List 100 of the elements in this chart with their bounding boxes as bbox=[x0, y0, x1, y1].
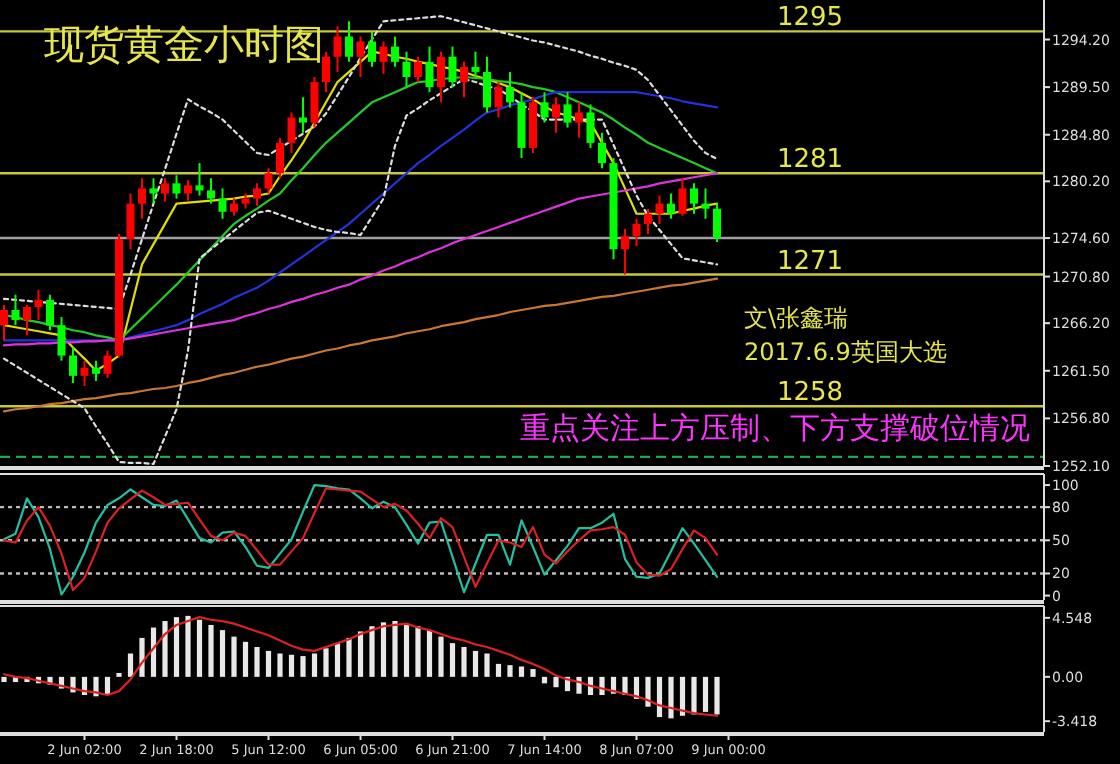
bar bbox=[334, 643, 341, 677]
bar bbox=[679, 676, 686, 716]
candlestick bbox=[80, 359, 89, 387]
candlestick bbox=[483, 55, 491, 114]
candlestick bbox=[172, 174, 181, 200]
candlestick bbox=[563, 91, 572, 129]
candlestick bbox=[391, 35, 399, 68]
candlestick bbox=[379, 40, 388, 75]
bar bbox=[449, 643, 456, 677]
bar bbox=[162, 621, 168, 677]
candlestick bbox=[529, 96, 537, 154]
line-series bbox=[2, 277, 719, 413]
candlestick bbox=[207, 177, 215, 205]
candlestick bbox=[540, 91, 549, 124]
candlestick bbox=[437, 50, 445, 104]
bar bbox=[219, 630, 226, 677]
candlestick bbox=[11, 293, 20, 327]
bar bbox=[185, 615, 191, 677]
annotation: 重点关注上方压制、下方支撑破位情况 bbox=[520, 410, 1030, 446]
candlestick bbox=[310, 75, 319, 129]
text: 2017.6.9英国大选 bbox=[744, 338, 947, 366]
candlestick bbox=[356, 35, 365, 78]
candlestick bbox=[598, 131, 606, 170]
candlestick bbox=[23, 303, 31, 337]
bar bbox=[127, 653, 134, 677]
candlestick bbox=[0, 303, 8, 342]
line-series bbox=[2, 616, 719, 717]
text: 现货黄金小时图 bbox=[44, 20, 324, 68]
candlestick bbox=[368, 30, 376, 68]
bar bbox=[668, 676, 674, 719]
candlestick bbox=[264, 167, 273, 195]
bar bbox=[346, 637, 352, 677]
candlestick bbox=[414, 55, 422, 84]
candlestick bbox=[517, 91, 526, 160]
bar bbox=[702, 676, 709, 712]
candlestick bbox=[333, 25, 342, 73]
candlestick bbox=[69, 346, 77, 384]
ref-line-label: 1258 bbox=[776, 378, 844, 409]
candlestick bbox=[586, 103, 595, 149]
bar bbox=[461, 647, 467, 677]
bar bbox=[139, 637, 145, 677]
bar bbox=[472, 650, 479, 677]
bar bbox=[208, 624, 214, 677]
bar bbox=[288, 654, 295, 677]
candlestick bbox=[195, 162, 204, 197]
candlestick bbox=[460, 60, 468, 99]
bar bbox=[369, 626, 375, 677]
candlestick bbox=[448, 45, 457, 89]
bar bbox=[553, 676, 559, 688]
bar bbox=[265, 650, 272, 677]
candlestick bbox=[46, 293, 54, 332]
candlestick bbox=[92, 359, 100, 382]
bar bbox=[357, 631, 364, 677]
candlestick bbox=[276, 136, 284, 180]
candlestick bbox=[161, 177, 169, 203]
bar bbox=[438, 636, 444, 677]
candlestick bbox=[713, 202, 721, 244]
bar bbox=[484, 653, 490, 677]
candlestick bbox=[667, 192, 675, 220]
candlestick bbox=[322, 50, 330, 94]
bar bbox=[645, 676, 651, 707]
bar bbox=[518, 666, 525, 677]
ref-line-label: 1295 bbox=[776, 3, 844, 34]
bar bbox=[173, 617, 180, 677]
candlestick bbox=[149, 177, 158, 205]
bar bbox=[323, 648, 329, 677]
candlestick bbox=[103, 349, 112, 379]
candlestick bbox=[138, 177, 146, 220]
candlestick bbox=[690, 182, 698, 215]
bar bbox=[426, 630, 433, 677]
candlestick bbox=[57, 316, 66, 362]
ref-line-label: 1271 bbox=[776, 246, 844, 277]
candlestick bbox=[621, 227, 629, 276]
bar bbox=[691, 676, 697, 715]
candlestick bbox=[299, 96, 307, 134]
bar bbox=[231, 636, 237, 677]
candlestick bbox=[126, 192, 135, 251]
candlestick bbox=[632, 217, 641, 248]
candlestick bbox=[552, 96, 560, 134]
candlestick bbox=[345, 20, 353, 63]
candlestick bbox=[253, 182, 261, 207]
candlestick bbox=[506, 70, 514, 109]
bar bbox=[254, 647, 260, 677]
ref-line-label: 1281 bbox=[776, 145, 844, 176]
candlestick bbox=[655, 194, 664, 225]
bar bbox=[714, 676, 720, 715]
bar bbox=[507, 665, 513, 677]
bar bbox=[242, 641, 249, 677]
text: 文\张鑫瑞 bbox=[744, 304, 849, 332]
bar bbox=[300, 656, 306, 677]
bar bbox=[403, 623, 410, 677]
bar bbox=[380, 622, 387, 677]
candlestick bbox=[402, 50, 411, 89]
bar bbox=[196, 619, 203, 677]
candlestick bbox=[494, 81, 503, 119]
bar bbox=[530, 669, 536, 677]
bar bbox=[392, 621, 398, 677]
candlestick bbox=[287, 111, 296, 154]
candlestick bbox=[184, 179, 192, 202]
bar bbox=[311, 653, 318, 677]
